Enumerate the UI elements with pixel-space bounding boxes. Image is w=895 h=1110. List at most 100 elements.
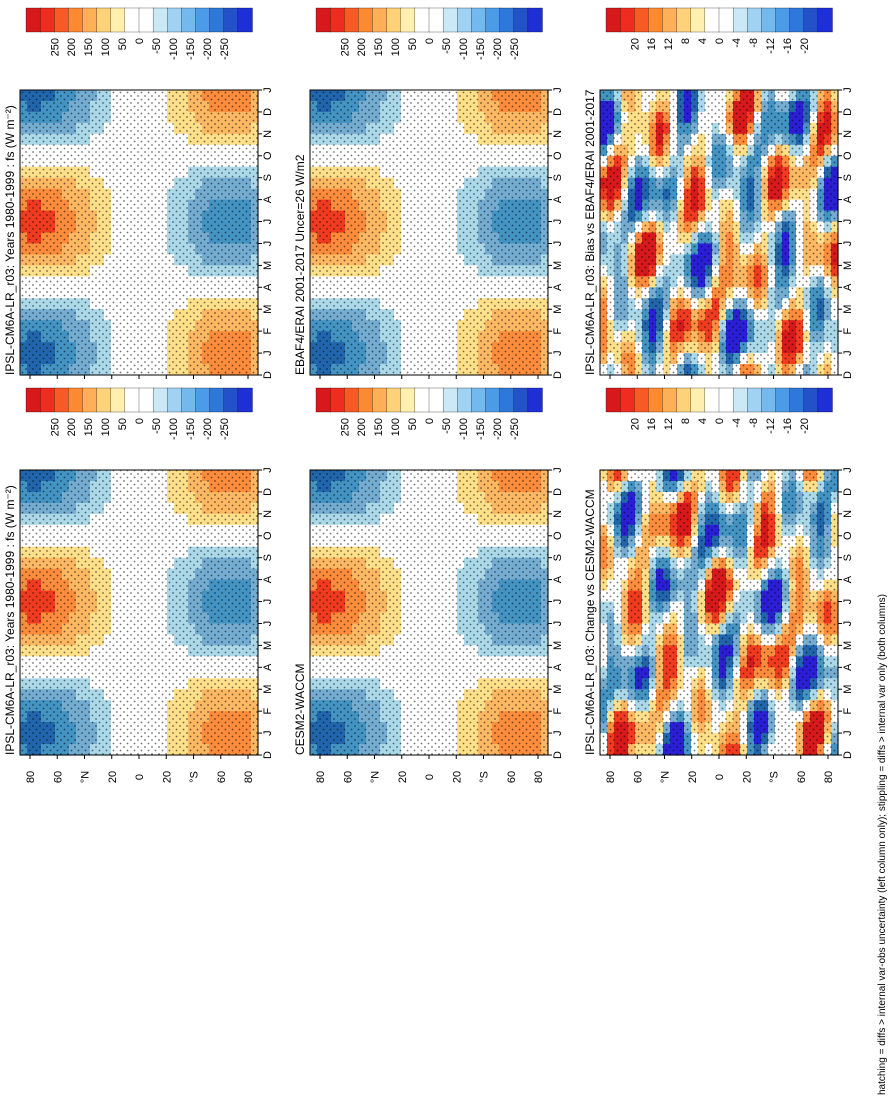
lat-tick-label: 60 [342, 771, 354, 783]
colorbar-swatch [400, 387, 416, 413]
lat-tick-label: °N [80, 771, 92, 783]
month-tick-label: M [552, 641, 564, 650]
month-tick-label: A [262, 663, 274, 671]
month-tick-label: F [262, 708, 274, 715]
colorbar-swatch [138, 387, 154, 413]
month-tick-label: O [552, 531, 564, 540]
colorbar-swatch [237, 387, 253, 413]
month-tick-label: J [552, 621, 564, 627]
colorbar-label: 20 [629, 38, 641, 50]
panel-title: IPSL-CM6A-LR_r03: Bias vs EBAF4/ERAI 200… [583, 89, 597, 375]
month-tick-label: J [842, 350, 854, 356]
colorbar-swatch [605, 7, 621, 33]
colorbar-label: -200 [492, 38, 504, 60]
colorbar-label: -100 [168, 418, 180, 440]
colorbar-swatch [329, 7, 345, 33]
colorbar-label: 200 [66, 38, 78, 56]
month-tick-label: N [552, 130, 564, 138]
lat-tick-label: 20 [451, 771, 463, 783]
colorbar-label: -12 [765, 38, 777, 54]
colorbar-swatch [817, 7, 833, 33]
colorbar-swatch [181, 7, 197, 33]
month-tick-label: M [262, 641, 274, 650]
colorbar-swatch [209, 7, 225, 33]
month-tick-label: D [552, 488, 564, 496]
panel-p2: 80 60 °N 20 0 20 °S 60 80DJFMAMJJASONDJIPSL-CM6A… [3, 387, 274, 783]
month-tick-label: M [262, 261, 274, 270]
colorbar-swatch [457, 387, 473, 413]
colorbar-swatch [315, 7, 331, 33]
colorbar-label: -100 [168, 38, 180, 60]
lat-tick-label: 0 [134, 774, 146, 780]
colorbar-swatch [181, 387, 197, 413]
month-tick-label: J [552, 350, 564, 356]
colorbar-swatch [110, 387, 126, 413]
panel-p5: 8060°N20020°S6080DJFMAMJJASONDJIPSL-CM6A… [583, 7, 854, 403]
month-tick-label: M [552, 305, 564, 314]
colorbar-swatch [372, 7, 388, 33]
month-tick-label: F [552, 708, 564, 715]
colorbar-label: -50 [151, 38, 163, 54]
month-tick-label: D [842, 108, 854, 116]
month-tick-label: J [262, 599, 274, 605]
colorbar-label: 0 [134, 418, 146, 424]
colorbar-swatch [54, 387, 70, 413]
month-tick-label: F [552, 328, 564, 335]
month-tick-label: N [262, 130, 274, 138]
colorbar-swatch [386, 387, 402, 413]
colorbar-swatch [662, 7, 678, 33]
colorbar-swatch [471, 387, 487, 413]
colorbar-swatch [96, 387, 112, 413]
colorbar-swatch [138, 7, 154, 33]
month-tick-label: S [262, 174, 274, 181]
month-tick-label: M [842, 261, 854, 270]
month-tick-label: J [552, 599, 564, 605]
month-tick-label: J [552, 730, 564, 736]
colorbar-swatch [527, 7, 543, 33]
colorbar-swatch [344, 7, 360, 33]
month-tick-label: D [262, 371, 274, 379]
colorbar-swatch [167, 7, 183, 33]
lat-tick-label: 60 [506, 771, 518, 783]
colorbar-swatch [82, 387, 98, 413]
colorbar-label: -20 [799, 38, 811, 54]
colorbar-swatch [195, 7, 211, 33]
month-tick-label: M [262, 685, 274, 694]
colorbar-label: -250 [509, 38, 521, 60]
colorbar-label: -100 [458, 418, 470, 440]
colorbar-label: -250 [219, 38, 231, 60]
colorbar-swatch [68, 387, 84, 413]
month-tick-label: J [842, 87, 854, 93]
month-tick-label: M [552, 261, 564, 270]
colorbar-swatch [400, 7, 416, 33]
month-tick-label: N [552, 510, 564, 518]
colorbar-swatch [485, 7, 501, 33]
colorbar-swatch [39, 7, 55, 33]
lat-tick-label: 60 [52, 771, 64, 783]
colorbar-swatch [110, 7, 126, 33]
colorbar-swatch [457, 7, 473, 33]
stipple-overlay [310, 90, 548, 375]
colorbar-label: -200 [492, 418, 504, 440]
lat-tick-label: 80 [243, 771, 255, 783]
colorbar-swatch [485, 387, 501, 413]
month-tick-label: S [552, 174, 564, 181]
colorbar-swatch [82, 7, 98, 33]
colorbar-swatch [386, 7, 402, 33]
panel-p1: 8060°N20020°S6080DJFMAMJJASONDJIPSL-CM6A… [3, 7, 274, 403]
month-tick-label: D [262, 751, 274, 759]
month-tick-label: M [842, 305, 854, 314]
colorbar-label: 200 [356, 38, 368, 56]
colorbar-label: -8 [748, 38, 760, 48]
colorbar-label: 0 [424, 38, 436, 44]
colorbar-swatch [803, 7, 819, 33]
colorbar-label: 50 [407, 38, 419, 50]
colorbar-label: -200 [202, 418, 214, 440]
colorbar-label: 200 [356, 418, 368, 436]
lat-tick-label: °S [479, 771, 491, 783]
colorbar-swatch [428, 387, 444, 413]
colorbar-label: 0 [424, 418, 436, 424]
colorbar-swatch [619, 7, 635, 33]
colorbar-swatch [634, 7, 650, 33]
